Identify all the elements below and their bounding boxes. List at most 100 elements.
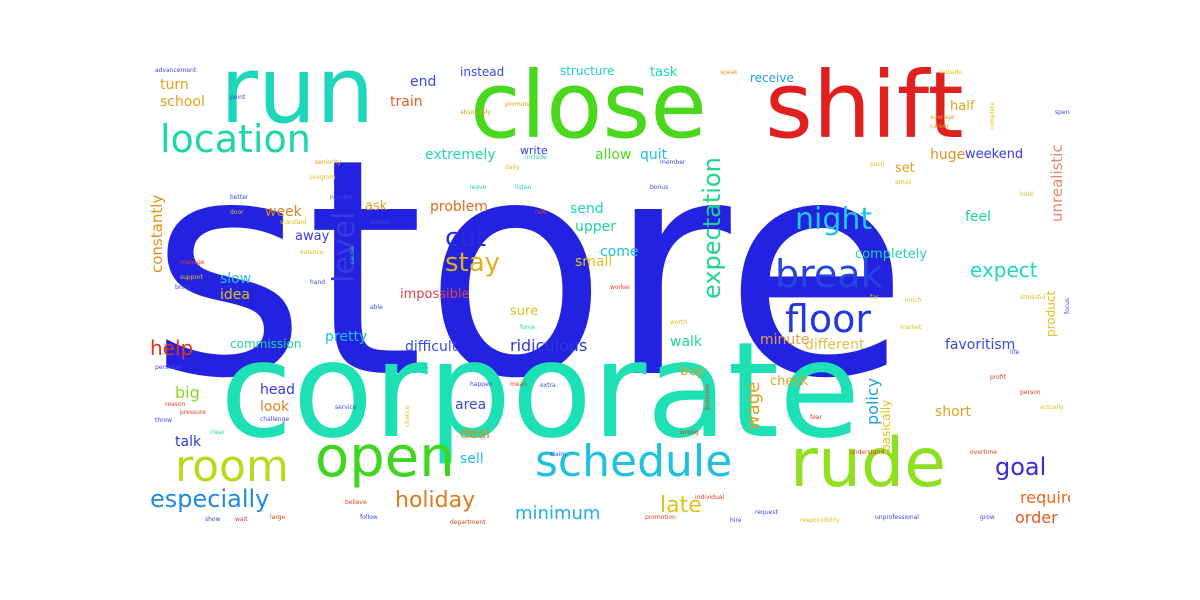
cloud-word-sure: sure (510, 304, 539, 319)
cloud-word-away: away (295, 229, 330, 244)
cloud-word-focus: focus (1064, 297, 1070, 314)
cloud-word-promote: promote (505, 101, 531, 108)
cloud-word-better: better (230, 194, 249, 201)
cloud-word-come: come (600, 244, 639, 260)
cloud-word-program: program (310, 174, 336, 181)
cloud-word-problem: problem (430, 199, 488, 215)
cloud-word-end: end (410, 74, 437, 90)
cloud-word-cause: cause (349, 246, 356, 264)
cloud-word-idea: idea (220, 287, 250, 303)
cloud-word-person: person (1020, 389, 1041, 396)
cloud-word-believe: believe (345, 499, 367, 506)
cloud-word-unrealistic: unrealistic (1048, 144, 1066, 222)
cloud-word-understand: understand (850, 449, 885, 456)
cloud-word-chance: chance (404, 405, 411, 427)
cloud-word-feel: feel (965, 209, 992, 225)
cloud-word-challenge: challenge (260, 416, 290, 423)
cloud-word-ask: ask (365, 199, 388, 214)
cloud-word-email: email (895, 179, 912, 186)
cloud-word-pretty: pretty (325, 329, 368, 345)
cloud-word-allow: allow (595, 147, 632, 163)
cloud-word-support: support (180, 274, 204, 281)
cloud-word-fear: fear (810, 414, 822, 421)
cloud-word-reason: reason (165, 401, 186, 408)
cloud-word-advancement: advancement (155, 67, 197, 74)
cloud-word-open: open (315, 425, 455, 490)
cloud-word-write: write (520, 144, 548, 157)
cloud-word-minute: minute (760, 332, 810, 348)
cloud-word-stay: stay (445, 248, 501, 278)
cloud-word-wrong: wrong (680, 429, 699, 436)
cloud-word-pressure: pressure (180, 409, 206, 416)
cloud-word-receive: receive (750, 71, 794, 85)
cloud-word-unless: unless (370, 219, 390, 226)
cloud-word-bonus: bonus (650, 184, 669, 191)
cloud-word-product: product (1044, 290, 1058, 337)
cloud-word-throw: throw (155, 417, 173, 424)
cloud-word-short: short (935, 404, 971, 420)
cloud-word-promotion: promotion (645, 514, 676, 521)
cloud-word-walk: walk (670, 334, 703, 350)
cloud-word-balance: balance (300, 249, 324, 256)
cloud-word-expectation: expectation (698, 157, 726, 299)
cloud-word-send: send (570, 201, 604, 217)
cloud-word-upper: upper (575, 219, 617, 235)
cloud-word-location: location (160, 117, 311, 161)
cloud-word-absolutely: absolutely (460, 109, 492, 116)
cloud-word-wait: wait (235, 516, 248, 523)
cloud-word-help: help (150, 336, 194, 360)
cloud-word-business: business (704, 383, 711, 410)
cloud-word-buy: buy (680, 364, 705, 379)
cloud-word-impossible: impossible (400, 287, 470, 302)
cloud-word-cut: cut (445, 223, 486, 253)
cloud-word-difficult: difficult (405, 339, 458, 355)
cloud-word-far: far (870, 294, 879, 301)
cloud-word-department: department (450, 519, 486, 526)
cloud-word-rule: rule (535, 209, 547, 216)
cloud-word-individual: individual (695, 494, 725, 501)
cloud-word-instead: instead (460, 65, 505, 79)
cloud-word-task: task (650, 65, 678, 80)
cloud-word-talk: talk (175, 434, 202, 450)
cloud-word-speak: speak (720, 69, 738, 76)
cloud-word-point: point (230, 94, 246, 101)
cloud-word-store: store (150, 95, 909, 444)
cloud-word-extremely: extremely (425, 147, 496, 163)
cloud-word-favoritism: favoritism (945, 337, 1016, 353)
word-cloud: store corporate shift close run rude open room s… (150, 60, 1070, 530)
cloud-word-weekend: weekend (965, 147, 1024, 162)
cloud-word-small: small (575, 254, 613, 270)
cloud-word-include: include (525, 154, 547, 161)
cloud-word-ridiculous: ridiculous (510, 336, 588, 355)
cloud-word-request: request (755, 509, 778, 516)
cloud-word-shift: shift (765, 60, 964, 159)
cloud-word-schedule: schedule (535, 436, 733, 487)
cloud-word-listen: listen (515, 184, 532, 191)
cloud-word-hold: hold (1020, 191, 1033, 198)
cloud-word-lunch: lunch (905, 297, 922, 304)
cloud-word-extra: extra (540, 382, 556, 389)
cloud-word-actually: actually (1040, 404, 1064, 411)
cloud-word-holiday: holiday (395, 488, 476, 513)
cloud-word-daily: daily (505, 164, 520, 171)
cloud-word-late: late (660, 493, 702, 518)
cloud-word-profit: profit (990, 374, 1006, 381)
cloud-word-spend: spend (1055, 109, 1070, 116)
cloud-word-large: large (270, 514, 286, 521)
cloud-word-area: area (455, 397, 487, 413)
cloud-word-different: different (805, 337, 865, 353)
cloud-word-quit: quit (640, 147, 668, 163)
cloud-word-break: break (775, 252, 883, 296)
cloud-word-number: number (330, 194, 354, 201)
cloud-word-rude: rude (790, 424, 947, 503)
cloud-word-run: run (220, 60, 375, 144)
cloud-word-bring: bring (175, 284, 191, 291)
cloud-word-worker: worker (610, 284, 631, 291)
cloud-word-grow: grow (980, 514, 995, 521)
cloud-word-average: average (930, 114, 955, 121)
cloud-word-night: night (795, 202, 873, 237)
cloud-word-responsibility: responsibility (800, 517, 840, 524)
cloud-word-hire: hire (730, 517, 742, 524)
cloud-word-corporate: corporate (220, 314, 861, 468)
